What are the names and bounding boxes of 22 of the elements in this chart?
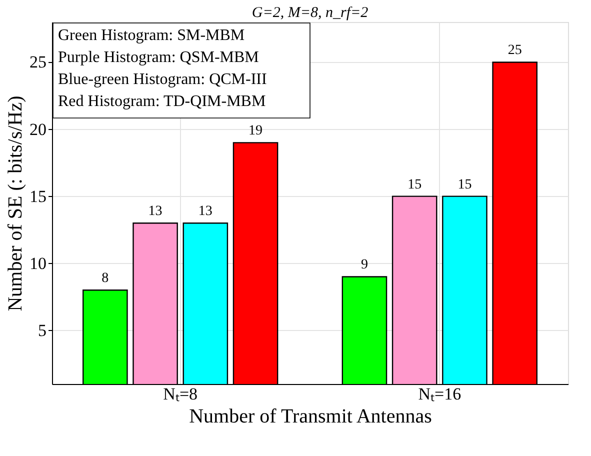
- y-tick-label: 15: [30, 186, 46, 206]
- y-tick-label: 5: [38, 320, 46, 340]
- data-label: 15: [458, 177, 472, 192]
- data-label: 9: [360, 258, 368, 273]
- data-label: 8: [102, 271, 109, 286]
- y-tick-label: 25: [30, 52, 46, 72]
- annotation: Red Histogram: TD-QIM-MBM: [58, 93, 266, 110]
- x-axis-title: Number of Transmit Antennas: [189, 406, 432, 428]
- annotation: Blue-green Histogram: QCM-III: [58, 71, 267, 88]
- y-axis-title: Number of SE (: bits/s/Hz): [4, 96, 26, 312]
- data-label: 15: [408, 177, 422, 192]
- y-tick-label: 20: [30, 120, 46, 139]
- data-label: 13: [148, 204, 162, 220]
- x-tick-label: Nₜ=16: [418, 384, 462, 404]
- annotation: Purple Histogram: QSM-MBM: [58, 49, 259, 66]
- chart-title: G=2, M=8, n_rf=2: [252, 5, 369, 21]
- data-label: 25: [508, 43, 522, 58]
- data-label: 19: [248, 124, 263, 139]
- annotation: Green Histogram: SM-MBM: [58, 27, 245, 44]
- x-tick-label: Nₜ=8: [163, 384, 198, 404]
- y-tick-label: 10: [30, 254, 46, 273]
- data-label: 13: [198, 204, 212, 220]
